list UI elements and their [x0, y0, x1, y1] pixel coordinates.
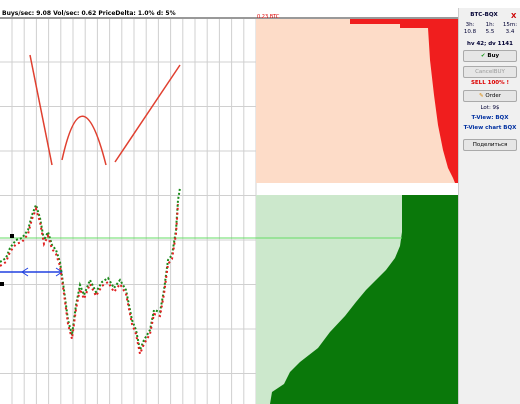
period-value: 5.5: [485, 29, 495, 35]
period-value: 3.4: [505, 29, 515, 35]
cancel-button[interactable]: CancelBUY: [463, 66, 517, 78]
bid-depth: [270, 195, 458, 404]
volume: 0.23 BTC: [257, 14, 280, 20]
drawings: [29, 54, 181, 166]
sell-label: SELL 100% !: [470, 80, 510, 86]
stats: Buys/sec: 9.08 Vol/sec: 0.62 PriceDelta:…: [2, 10, 176, 17]
pair: BTC-BQX: [470, 12, 498, 18]
marker: [10, 234, 14, 238]
period-label: 3h:: [465, 22, 475, 28]
order-arrows: [21, 267, 63, 277]
order-button[interactable]: ✎ Order: [463, 90, 517, 102]
buy-label: Buy: [487, 53, 500, 59]
buy-button[interactable]: ✔ Buy: [463, 50, 517, 62]
ask-depth: [350, 19, 458, 183]
ask-area: [256, 19, 458, 183]
period-value: 10.8: [463, 29, 477, 35]
hv: hv 42; dv 1141: [467, 41, 513, 47]
close-button[interactable]: X: [511, 12, 517, 20]
grid: [0, 19, 257, 404]
tview[interactable]: T-View: BQX: [471, 115, 509, 121]
tview-chart[interactable]: T-View chart BQX: [463, 125, 517, 131]
share-button[interactable]: Поделиться: [463, 139, 517, 151]
price-candles-down: [0, 203, 179, 358]
period-label: 15m:: [502, 22, 518, 28]
order-label: Order: [485, 93, 501, 99]
period-label: 1h:: [485, 22, 495, 28]
lot: Lot: 9$: [480, 105, 500, 111]
price-candles-up: [0, 187, 181, 354]
marker: [0, 282, 4, 286]
side-panel: BTC-BQX X 3h: 10.8 1h: 5.5 15m: 3.4 hv 42; dv…: [458, 8, 520, 404]
